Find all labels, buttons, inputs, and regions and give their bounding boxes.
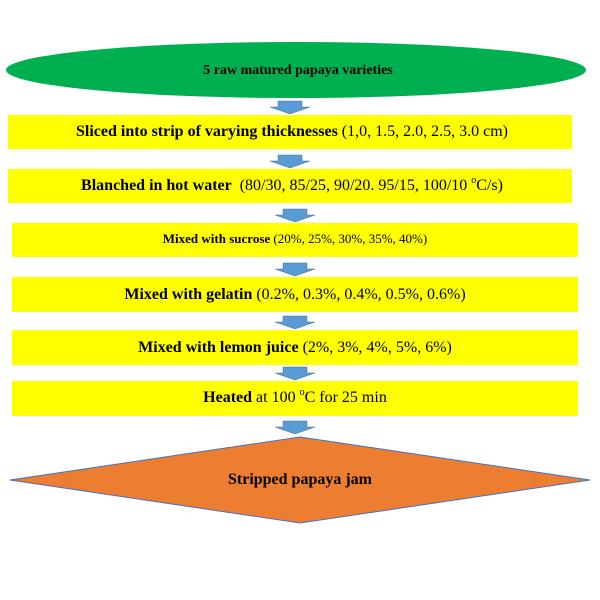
- node-label: Mixed with gelatin (0.2%, 0.3%, 0.4%, 0.…: [124, 286, 465, 303]
- bold-text: Sliced into strip of varying thicknesses: [76, 123, 338, 140]
- arrow: [274, 366, 316, 381]
- node-label: Mixed with lemon juice (2%, 3%, 4%, 5%, …: [138, 339, 452, 356]
- shapes: [6, 42, 591, 524]
- bold-text: Mixed with lemon juice: [138, 339, 298, 356]
- text: (0.2%, 0.3%, 0.4%, 0.5%, 0.6%): [252, 286, 465, 303]
- step-box: [12, 277, 578, 312]
- arrow: [269, 154, 311, 169]
- bold-text: Mixed with sucrose: [163, 231, 271, 246]
- labels: 5 raw matured papaya varieties Sliced in…: [76, 63, 508, 487]
- node-label: Blanched in hot water (80/30, 85/25, 90/…: [81, 175, 503, 194]
- start-ellipse: [6, 42, 586, 98]
- text: (20%, 25%, 30%, 35%, 40%): [270, 231, 427, 246]
- bold-text: Blanched in hot water: [81, 177, 232, 194]
- step-box: [12, 223, 578, 257]
- bold-text: Stripped papaya jam: [228, 471, 373, 488]
- text: (80/30, 85/25, 90/20. 95/15, 100/10: [232, 177, 472, 194]
- text: (1,0, 1.5, 2.0, 2.5, 3.0 cm): [338, 123, 508, 140]
- superscript: o: [300, 387, 305, 398]
- arrows: [269, 100, 316, 435]
- arrow: [274, 208, 316, 223]
- step-box: [8, 115, 572, 149]
- node-label: Sliced into strip of varying thicknesses…: [76, 123, 508, 140]
- text: (2%, 3%, 4%, 5%, 6%): [299, 339, 452, 356]
- end-diamond: [9, 436, 591, 524]
- node-label: Stripped papaya jam: [228, 471, 373, 488]
- superscript: o: [471, 175, 476, 186]
- node-label: 5 raw matured papaya varieties: [203, 63, 393, 78]
- arrow: [269, 100, 311, 115]
- bold-text: 5 raw matured papaya varieties: [203, 63, 393, 78]
- step-box: [12, 330, 578, 365]
- arrow: [274, 262, 316, 277]
- arrow: [274, 315, 316, 330]
- text: C/s): [476, 177, 503, 194]
- text: C for 25 min: [305, 389, 387, 406]
- node-label: Mixed with sucrose (20%, 25%, 30%, 35%, …: [163, 231, 427, 246]
- node-label: Heated at 100 oC for 25 min: [203, 387, 387, 406]
- step-box: [8, 169, 572, 203]
- step-box: [12, 381, 578, 416]
- bold-text: Mixed with gelatin: [124, 286, 252, 303]
- bold-text: Heated: [203, 389, 252, 406]
- arrow: [274, 420, 316, 435]
- text: at 100: [252, 389, 300, 406]
